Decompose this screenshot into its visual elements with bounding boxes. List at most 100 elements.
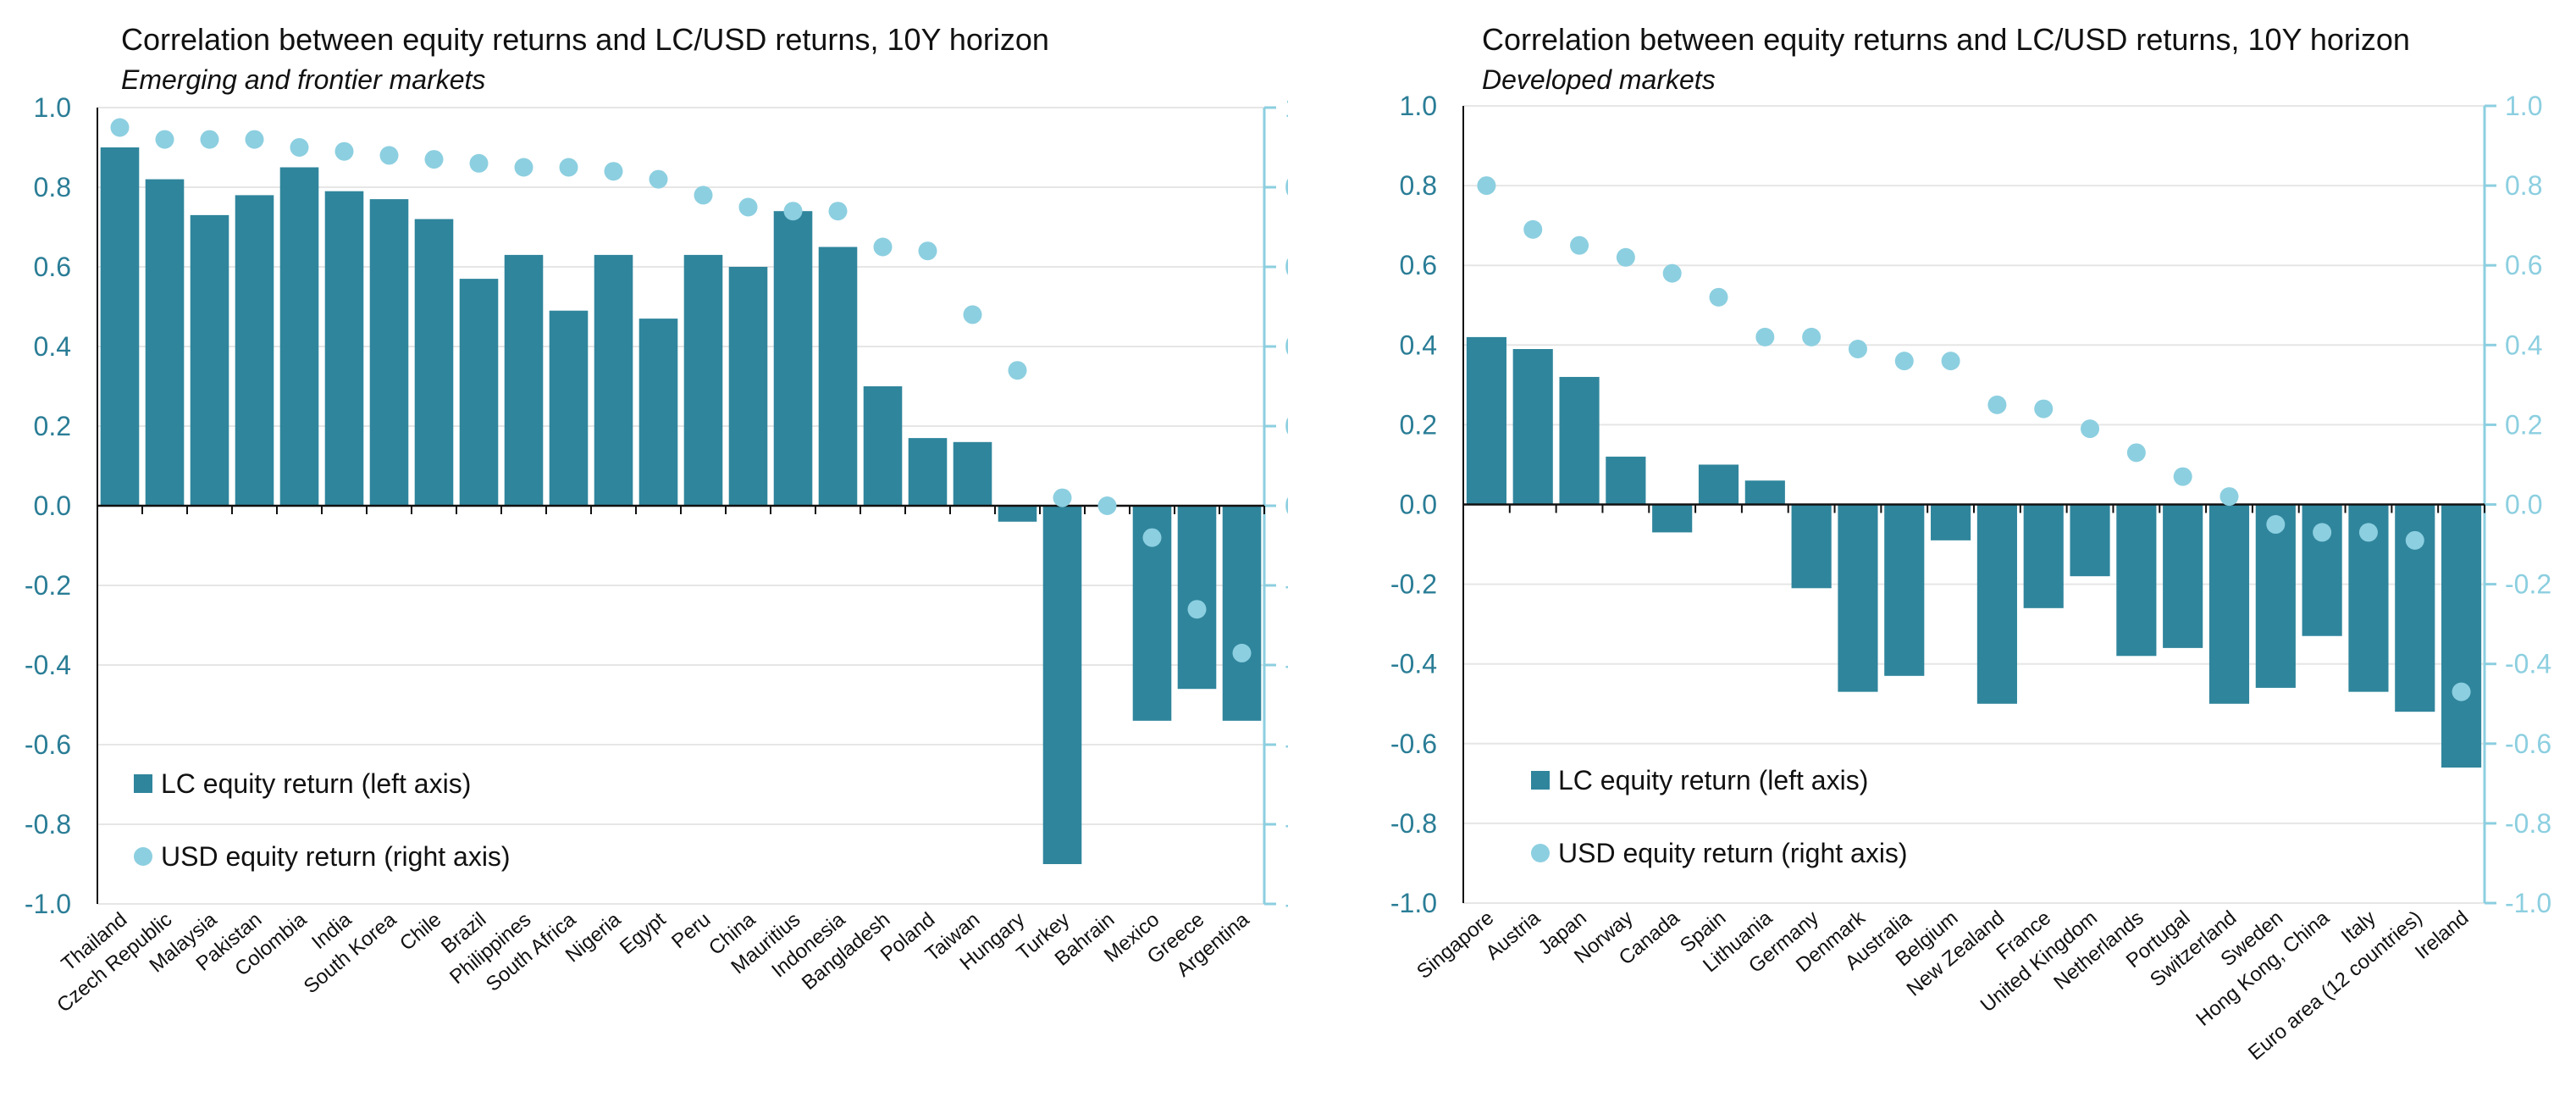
dot-hong-kong-china [2313, 523, 2332, 542]
right-axis-tick-label: -0.8 [2505, 808, 2551, 839]
dot-germany [1802, 327, 1821, 346]
bar-ireland [2441, 504, 2482, 768]
left-axis-tick-label: 1.0 [1400, 91, 1437, 121]
dot-chile [424, 150, 444, 169]
left-axis-tick-label: -0.2 [25, 570, 71, 601]
bar-japan [1559, 376, 1600, 505]
dot-austria [1523, 219, 1543, 239]
bar-bangladesh [863, 386, 903, 506]
bar-south-korea [369, 199, 409, 506]
bar-switzerland [2208, 504, 2250, 704]
dot-taiwan [963, 305, 982, 324]
left-axis-tick-label: -0.8 [25, 809, 71, 840]
dot-mauritius [783, 202, 803, 221]
bar-germany [1791, 504, 1832, 589]
bar-chile [414, 219, 454, 506]
bar-norway [1606, 457, 1646, 505]
dot-united-kingdom [2081, 419, 2100, 439]
right-axis-tick-label: 0.8 [1285, 172, 1288, 202]
dot-brazil [469, 153, 489, 173]
legend-dot-swatch [1531, 844, 1550, 862]
right-axis-tick-label: 0.8 [2505, 170, 2542, 201]
right-axis-tick-label: -0.2 [2505, 569, 2551, 600]
bar-united-kingdom [2070, 504, 2110, 577]
bar-canada [1652, 504, 1693, 533]
dot-canada [1662, 263, 1682, 283]
dot-turkey [1053, 488, 1072, 507]
dot-poland [918, 241, 937, 261]
chart-subtitle: Developed markets [1482, 64, 1716, 95]
dot-switzerland [2219, 487, 2239, 507]
dot-belgium [1941, 352, 1960, 371]
legend-bar-swatch [134, 774, 152, 793]
legend-label-lc: LC equity return (left axis) [161, 768, 471, 799]
legend-dot-swatch [134, 847, 152, 866]
dot-ireland [2452, 682, 2471, 701]
bar-nigeria [594, 254, 633, 506]
right-axis-tick-label: 0.4 [1285, 331, 1288, 362]
right-axis-tick-label: -1.0 [1285, 889, 1288, 919]
category-label: Ireland [2411, 906, 2474, 964]
bar-france [2023, 504, 2064, 608]
dot-bahrain [1097, 496, 1117, 515]
left-axis-tick-label: -0.2 [1390, 569, 1437, 600]
right-axis-tick-label: -0.2 [1285, 570, 1288, 601]
dot-singapore [1477, 176, 1496, 196]
bar-south-africa [549, 310, 589, 506]
right-axis-tick-label: -0.8 [1285, 809, 1288, 840]
bar-peru [683, 254, 723, 506]
bar-new-zealand [1976, 504, 2017, 704]
dot-new-zealand [1987, 395, 2007, 414]
dot-indonesia [828, 202, 848, 221]
dot-colombia [290, 138, 309, 157]
legend-bar-swatch [1531, 771, 1550, 790]
chart-plot-emerging: 1.0 1.0 0.8 0.8 0.6 0.6 0.4 0.4 0.2 0.2 0.0 0.0 -0.2… [25, 92, 1288, 1017]
dot-lithuania [1755, 327, 1775, 346]
dot-mexico [1142, 528, 1162, 547]
dot-nigeria [604, 162, 623, 181]
left-axis-tick-label: 0.4 [1400, 330, 1437, 360]
left-axis-tick-label: 0.0 [1400, 490, 1437, 520]
left-axis-tick-label: -0.8 [1390, 808, 1437, 839]
bar-colombia [279, 167, 319, 506]
bar-indonesia [818, 247, 858, 506]
right-axis-tick-label: -0.4 [2505, 649, 2551, 679]
right-axis-tick-label: 0.0 [1285, 491, 1288, 521]
bar-mauritius [773, 211, 813, 506]
dot-philippines [514, 158, 533, 177]
dot-sweden [2266, 515, 2286, 535]
dot-south-korea [379, 146, 399, 165]
left-axis-tick-label: 0.2 [1400, 409, 1437, 440]
dot-peru [694, 186, 713, 205]
dot-japan [1570, 236, 1589, 255]
dot-france [2034, 399, 2054, 418]
legend-label-lc: LC equity return (left axis) [1558, 765, 1868, 795]
bar-czech-republic [145, 179, 185, 506]
chart-title: Correlation between equity returns and L… [121, 22, 1049, 57]
left-axis-tick-label: 1.0 [34, 92, 71, 123]
bar-australia [1884, 504, 1925, 676]
dot-italy [2358, 523, 2378, 542]
left-axis-tick-label: -0.4 [25, 650, 71, 680]
left-axis-tick-label: 0.8 [1400, 170, 1437, 201]
right-axis-tick-label: 0.2 [2505, 409, 2542, 440]
right-axis-tick-label: 0.0 [2505, 490, 2542, 520]
bar-brazil [459, 279, 499, 506]
right-axis-tick-label: 0.2 [1285, 411, 1288, 441]
legend-label-usd: USD equity return (right axis) [161, 841, 511, 872]
bar-china [728, 267, 768, 506]
bar-austria [1512, 349, 1553, 505]
dot-pakistan [245, 130, 264, 149]
left-axis-tick-label: 0.2 [34, 411, 71, 441]
left-axis-tick-label: -0.6 [25, 729, 71, 760]
dot-malaysia [200, 130, 219, 149]
left-axis-tick-label: -1.0 [25, 889, 71, 919]
category-label: Chile [395, 908, 445, 956]
left-axis-tick-label: 0.8 [34, 172, 71, 202]
dot-bangladesh [873, 237, 893, 257]
bar-hungary [998, 506, 1037, 522]
bar-portugal [2163, 504, 2203, 648]
bar-thailand [100, 147, 140, 506]
right-axis-tick-label: 1.0 [2505, 91, 2542, 121]
bar-netherlands [2116, 504, 2157, 657]
